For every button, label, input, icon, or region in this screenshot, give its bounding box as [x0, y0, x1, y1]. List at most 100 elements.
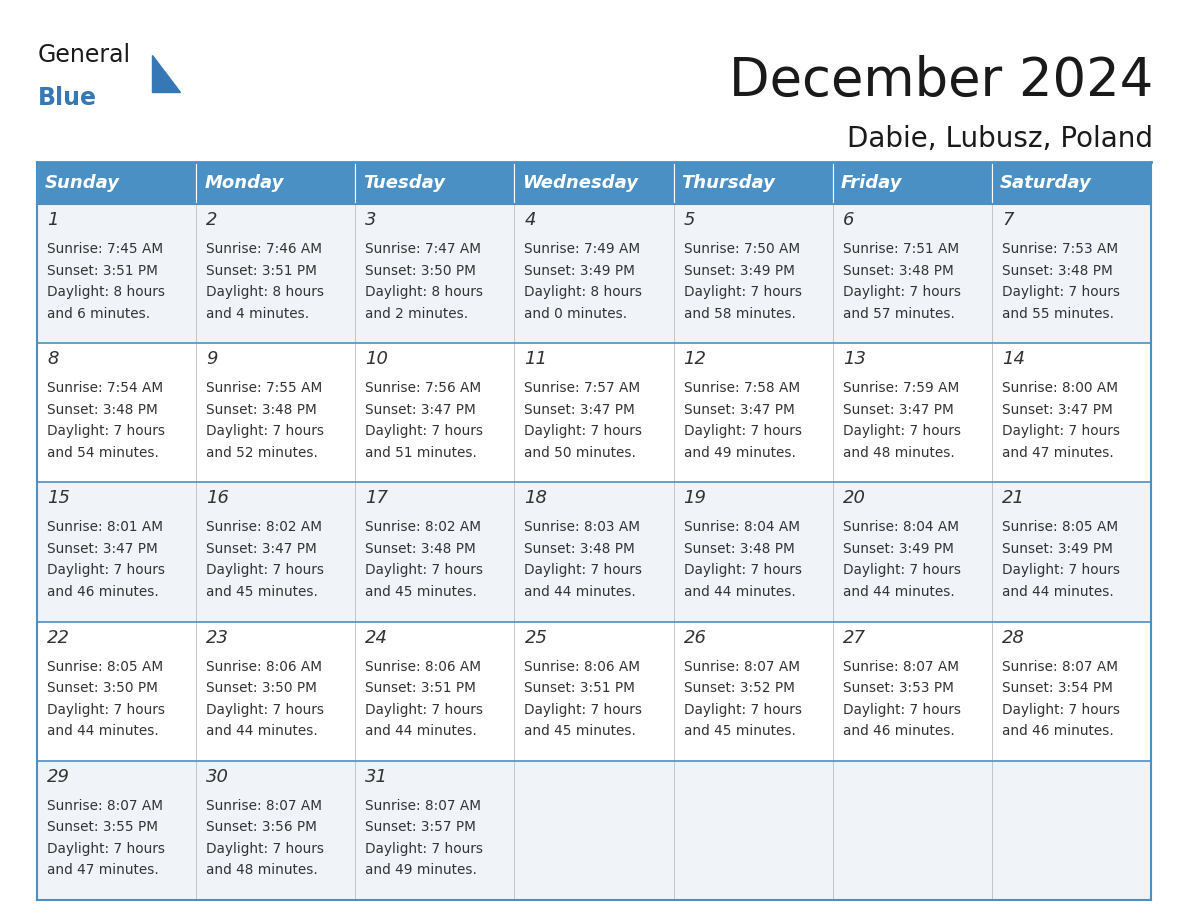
Text: Sunrise: 8:05 AM: Sunrise: 8:05 AM: [48, 660, 163, 674]
Text: 28: 28: [1001, 629, 1025, 646]
Text: 24: 24: [365, 629, 388, 646]
Bar: [833, 204, 992, 343]
Text: Daylight: 7 hours: Daylight: 7 hours: [842, 285, 961, 299]
Text: Daylight: 7 hours: Daylight: 7 hours: [524, 424, 643, 438]
Text: 6: 6: [842, 211, 854, 229]
Bar: [196, 162, 355, 204]
Bar: [37, 343, 196, 482]
Text: Sunrise: 7:50 AM: Sunrise: 7:50 AM: [683, 242, 800, 256]
Text: Sunset: 3:51 PM: Sunset: 3:51 PM: [524, 681, 636, 695]
Text: Sunrise: 7:51 AM: Sunrise: 7:51 AM: [842, 242, 959, 256]
Text: Daylight: 7 hours: Daylight: 7 hours: [524, 702, 643, 717]
Text: 26: 26: [683, 629, 707, 646]
Text: Sunrise: 8:07 AM: Sunrise: 8:07 AM: [842, 660, 959, 674]
Text: Daylight: 7 hours: Daylight: 7 hours: [48, 842, 165, 856]
Bar: [37, 162, 196, 204]
Text: Daylight: 8 hours: Daylight: 8 hours: [48, 285, 165, 299]
Text: Daylight: 7 hours: Daylight: 7 hours: [207, 702, 324, 717]
Bar: [514, 761, 674, 900]
Text: Daylight: 7 hours: Daylight: 7 hours: [365, 842, 484, 856]
Text: Daylight: 7 hours: Daylight: 7 hours: [1001, 424, 1120, 438]
Text: and 0 minutes.: and 0 minutes.: [524, 307, 627, 320]
Text: Daylight: 7 hours: Daylight: 7 hours: [524, 564, 643, 577]
Text: Sunset: 3:48 PM: Sunset: 3:48 PM: [1001, 263, 1113, 277]
Text: Daylight: 8 hours: Daylight: 8 hours: [365, 285, 484, 299]
Text: Sunset: 3:48 PM: Sunset: 3:48 PM: [683, 542, 795, 556]
Text: and 47 minutes.: and 47 minutes.: [1001, 446, 1113, 460]
Text: Sunrise: 7:59 AM: Sunrise: 7:59 AM: [842, 381, 959, 396]
Text: Sunset: 3:50 PM: Sunset: 3:50 PM: [365, 263, 476, 277]
Text: and 50 minutes.: and 50 minutes.: [524, 446, 637, 460]
Text: and 45 minutes.: and 45 minutes.: [207, 585, 318, 599]
Text: 31: 31: [365, 767, 388, 786]
Bar: [992, 761, 1151, 900]
Text: and 58 minutes.: and 58 minutes.: [683, 307, 796, 320]
Bar: [196, 343, 355, 482]
Text: Sunset: 3:48 PM: Sunset: 3:48 PM: [524, 542, 636, 556]
Text: Daylight: 7 hours: Daylight: 7 hours: [683, 702, 802, 717]
Text: Daylight: 8 hours: Daylight: 8 hours: [207, 285, 324, 299]
Bar: [196, 204, 355, 343]
Bar: [37, 761, 196, 900]
Text: Sunset: 3:48 PM: Sunset: 3:48 PM: [48, 403, 158, 417]
Text: Sunrise: 8:02 AM: Sunrise: 8:02 AM: [207, 521, 322, 534]
Text: Thursday: Thursday: [682, 174, 776, 192]
Text: Sunset: 3:48 PM: Sunset: 3:48 PM: [365, 542, 476, 556]
Text: and 49 minutes.: and 49 minutes.: [683, 446, 796, 460]
Text: December 2024: December 2024: [728, 55, 1154, 107]
Text: Daylight: 7 hours: Daylight: 7 hours: [365, 424, 484, 438]
Text: and 45 minutes.: and 45 minutes.: [683, 724, 796, 738]
Text: and 46 minutes.: and 46 minutes.: [1001, 724, 1113, 738]
Bar: [674, 343, 833, 482]
Text: Daylight: 7 hours: Daylight: 7 hours: [207, 424, 324, 438]
Text: Sunset: 3:53 PM: Sunset: 3:53 PM: [842, 681, 954, 695]
Bar: [196, 621, 355, 761]
Text: and 44 minutes.: and 44 minutes.: [365, 724, 478, 738]
Bar: [37, 204, 196, 343]
Text: Daylight: 7 hours: Daylight: 7 hours: [842, 424, 961, 438]
Text: and 4 minutes.: and 4 minutes.: [207, 307, 309, 320]
Bar: [514, 204, 674, 343]
Text: and 57 minutes.: and 57 minutes.: [842, 307, 955, 320]
Text: and 48 minutes.: and 48 minutes.: [207, 863, 318, 878]
Text: Sunrise: 7:57 AM: Sunrise: 7:57 AM: [524, 381, 640, 396]
Text: Sunset: 3:50 PM: Sunset: 3:50 PM: [48, 681, 158, 695]
Text: Sunset: 3:49 PM: Sunset: 3:49 PM: [524, 263, 636, 277]
Text: and 6 minutes.: and 6 minutes.: [48, 307, 150, 320]
Bar: [992, 482, 1151, 621]
Bar: [674, 204, 833, 343]
Text: and 47 minutes.: and 47 minutes.: [48, 863, 159, 878]
Text: and 44 minutes.: and 44 minutes.: [1001, 585, 1113, 599]
Bar: [992, 162, 1151, 204]
Text: Sunrise: 8:07 AM: Sunrise: 8:07 AM: [1001, 660, 1118, 674]
Text: Sunset: 3:51 PM: Sunset: 3:51 PM: [48, 263, 158, 277]
Text: Sunset: 3:47 PM: Sunset: 3:47 PM: [524, 403, 636, 417]
Text: Sunrise: 7:47 AM: Sunrise: 7:47 AM: [365, 242, 481, 256]
Text: Daylight: 7 hours: Daylight: 7 hours: [48, 564, 165, 577]
Text: Daylight: 7 hours: Daylight: 7 hours: [365, 564, 484, 577]
Bar: [833, 482, 992, 621]
Text: and 49 minutes.: and 49 minutes.: [365, 863, 478, 878]
Bar: [514, 482, 674, 621]
Text: General: General: [38, 43, 131, 67]
Text: Sunrise: 8:02 AM: Sunrise: 8:02 AM: [365, 521, 481, 534]
Text: Sunset: 3:47 PM: Sunset: 3:47 PM: [48, 542, 158, 556]
Text: 22: 22: [48, 629, 70, 646]
Bar: [833, 162, 992, 204]
Text: Sunset: 3:47 PM: Sunset: 3:47 PM: [842, 403, 954, 417]
Text: Daylight: 7 hours: Daylight: 7 hours: [207, 842, 324, 856]
Bar: [674, 482, 833, 621]
Text: Sunset: 3:51 PM: Sunset: 3:51 PM: [365, 681, 476, 695]
Bar: [355, 621, 514, 761]
Text: Sunset: 3:55 PM: Sunset: 3:55 PM: [48, 821, 158, 834]
Text: 3: 3: [365, 211, 377, 229]
Bar: [674, 162, 833, 204]
Text: 8: 8: [48, 350, 58, 368]
Bar: [833, 343, 992, 482]
Text: and 44 minutes.: and 44 minutes.: [842, 585, 954, 599]
Text: Sunset: 3:47 PM: Sunset: 3:47 PM: [207, 542, 317, 556]
Bar: [355, 343, 514, 482]
Text: 16: 16: [207, 489, 229, 508]
Text: Sunrise: 7:58 AM: Sunrise: 7:58 AM: [683, 381, 800, 396]
Text: Daylight: 7 hours: Daylight: 7 hours: [683, 564, 802, 577]
